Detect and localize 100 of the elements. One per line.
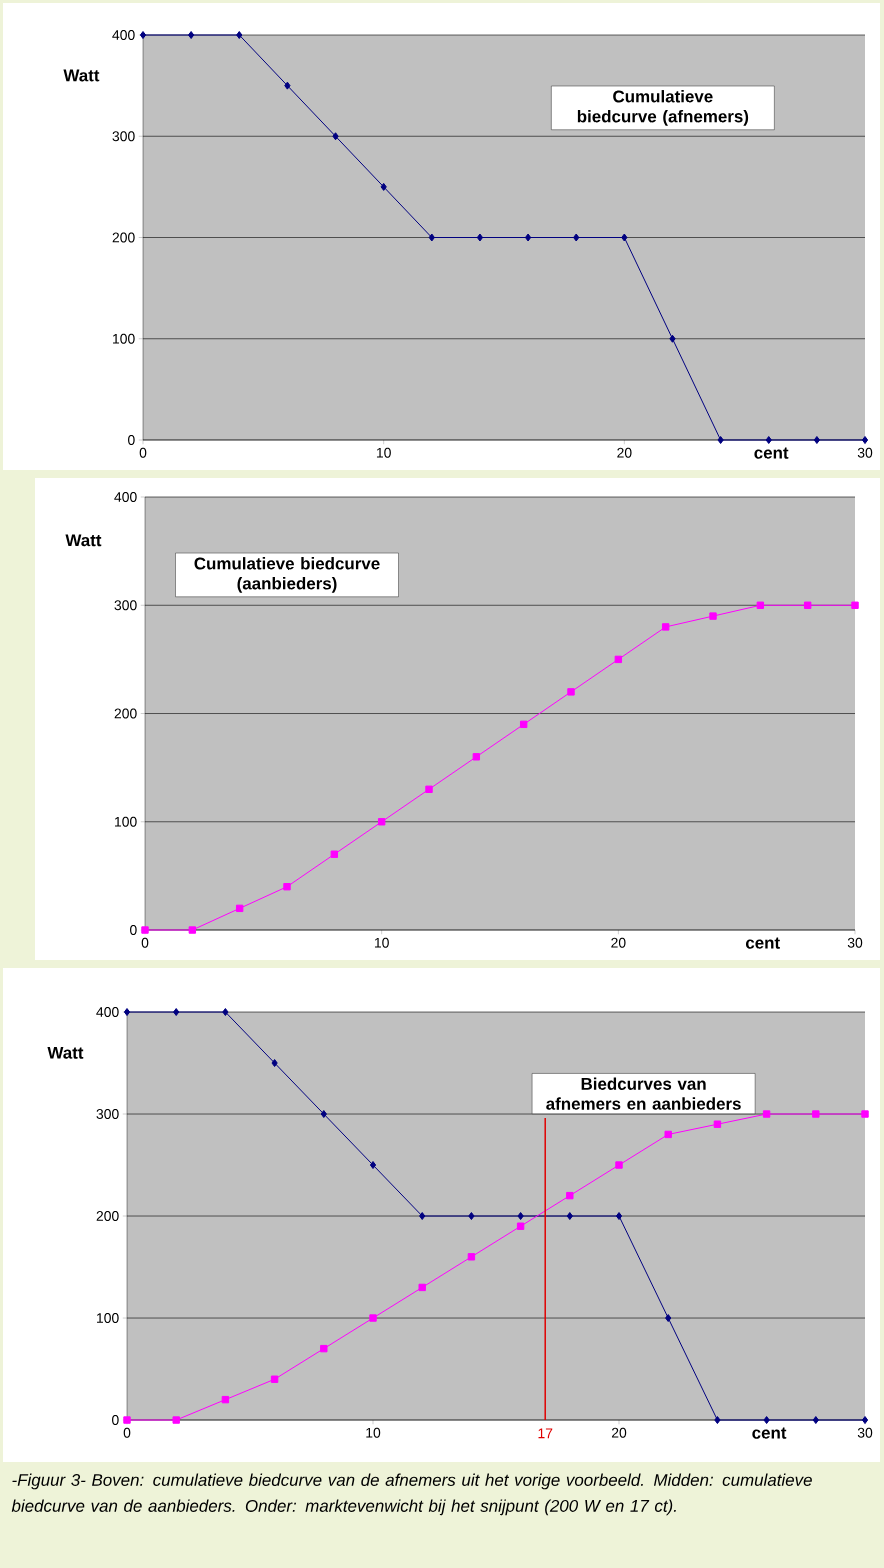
point <box>621 233 628 242</box>
point <box>472 753 481 761</box>
x-axis-title: cent <box>752 1427 787 1439</box>
chart-title: Biedcurves van afnemers en aanbieders <box>546 1077 741 1110</box>
point <box>188 926 197 934</box>
point <box>665 1314 672 1323</box>
point <box>369 1161 377 1170</box>
point <box>573 233 580 242</box>
point <box>271 1059 278 1068</box>
y-tick-label: 400 <box>114 492 137 502</box>
point <box>765 436 772 445</box>
point <box>221 1395 230 1404</box>
point <box>861 1110 869 1118</box>
point <box>756 601 765 609</box>
y-axis-title: Watt <box>65 534 102 547</box>
point <box>861 436 869 445</box>
point <box>803 601 812 609</box>
x-tick-label: 10 <box>376 447 391 458</box>
y-tick-label: 300 <box>112 131 135 142</box>
point <box>661 623 670 631</box>
x-tick-label: 20 <box>611 1427 627 1438</box>
text: -Figuur 3- Boven: cumulatieve biedcurve van de afnemers uit het vorige voorbeeld. Midden: cumulatieve biedcurve van de aanbieders. Onder: marktevenwicht bij het snijpunt (200 W en 17 ct). <box>11 1473 812 1516</box>
point <box>713 1120 722 1128</box>
point <box>332 132 339 141</box>
y-tick-label: 100 <box>97 1313 119 1323</box>
x-tick-label: 10 <box>374 937 389 948</box>
point <box>320 1344 328 1353</box>
y-tick-label: 200 <box>114 708 137 719</box>
point <box>236 31 243 39</box>
point <box>669 334 676 343</box>
point <box>566 1212 573 1221</box>
y-tick-label: 200 <box>112 232 135 243</box>
point <box>812 1416 819 1425</box>
point <box>222 1008 229 1017</box>
point <box>123 1416 131 1424</box>
point <box>851 601 859 609</box>
point <box>330 850 339 858</box>
point <box>377 818 386 826</box>
point <box>320 1110 327 1119</box>
point <box>139 31 147 39</box>
x-tick-label: 0 <box>141 937 149 948</box>
y-tick-label: 400 <box>96 1007 119 1017</box>
point <box>369 1314 377 1322</box>
point <box>614 655 623 664</box>
point <box>615 1212 623 1221</box>
point <box>284 81 291 90</box>
x-tick-label: 30 <box>857 1427 873 1438</box>
point <box>517 1212 524 1221</box>
point <box>235 904 244 913</box>
point <box>428 233 435 242</box>
point <box>615 1161 623 1169</box>
y-tick-label: 300 <box>114 600 137 611</box>
point <box>524 233 532 242</box>
point <box>467 1253 476 1261</box>
point <box>418 1283 426 1292</box>
point <box>425 785 433 793</box>
point <box>419 1212 426 1221</box>
point <box>813 436 821 445</box>
point <box>566 1191 574 1200</box>
point <box>762 1110 771 1118</box>
point <box>812 1110 820 1118</box>
point <box>188 31 195 39</box>
y-axis-title: Watt <box>47 1046 84 1059</box>
point <box>468 1212 475 1221</box>
point <box>763 1416 770 1425</box>
y-tick-label: 0 <box>128 435 135 445</box>
y-tick-label: 100 <box>113 333 135 344</box>
y-tick-label: 100 <box>115 816 137 827</box>
point <box>283 883 291 891</box>
x-tick-label: 30 <box>857 447 873 458</box>
point <box>141 926 149 934</box>
x-tick-label: 0 <box>139 447 147 458</box>
point <box>664 1130 672 1139</box>
point <box>567 688 575 696</box>
point <box>714 1416 721 1425</box>
y-tick-label: 0 <box>130 925 137 935</box>
x-tick-label: 30 <box>847 937 863 948</box>
y-axis-title: Watt <box>63 69 100 82</box>
y-tick-label: 0 <box>112 1415 119 1425</box>
point <box>172 1416 180 1424</box>
x-tick-label: 20 <box>617 447 632 458</box>
point <box>476 233 484 242</box>
point <box>516 1222 525 1230</box>
y-tick-label: 200 <box>96 1211 119 1221</box>
point <box>861 1416 869 1425</box>
y-tick-label: 300 <box>96 1109 119 1119</box>
point <box>270 1375 279 1383</box>
point <box>717 436 724 445</box>
y-tick-label: 400 <box>112 30 135 40</box>
x-tick-label: 20 <box>611 937 626 948</box>
point <box>173 1008 180 1017</box>
point <box>519 720 528 729</box>
chart-title: Cumulatieve biedcurve (aanbieders) <box>194 557 380 593</box>
point <box>380 182 387 191</box>
point <box>123 1008 131 1017</box>
x-axis-title: cent <box>745 937 780 949</box>
x-tick-label: 10 <box>366 1427 381 1438</box>
ref-line-label: 17 <box>538 1428 553 1439</box>
chart-title: Cumulatieve biedcurve (afnemers) <box>577 90 749 126</box>
x-axis-title: cent <box>754 447 789 459</box>
